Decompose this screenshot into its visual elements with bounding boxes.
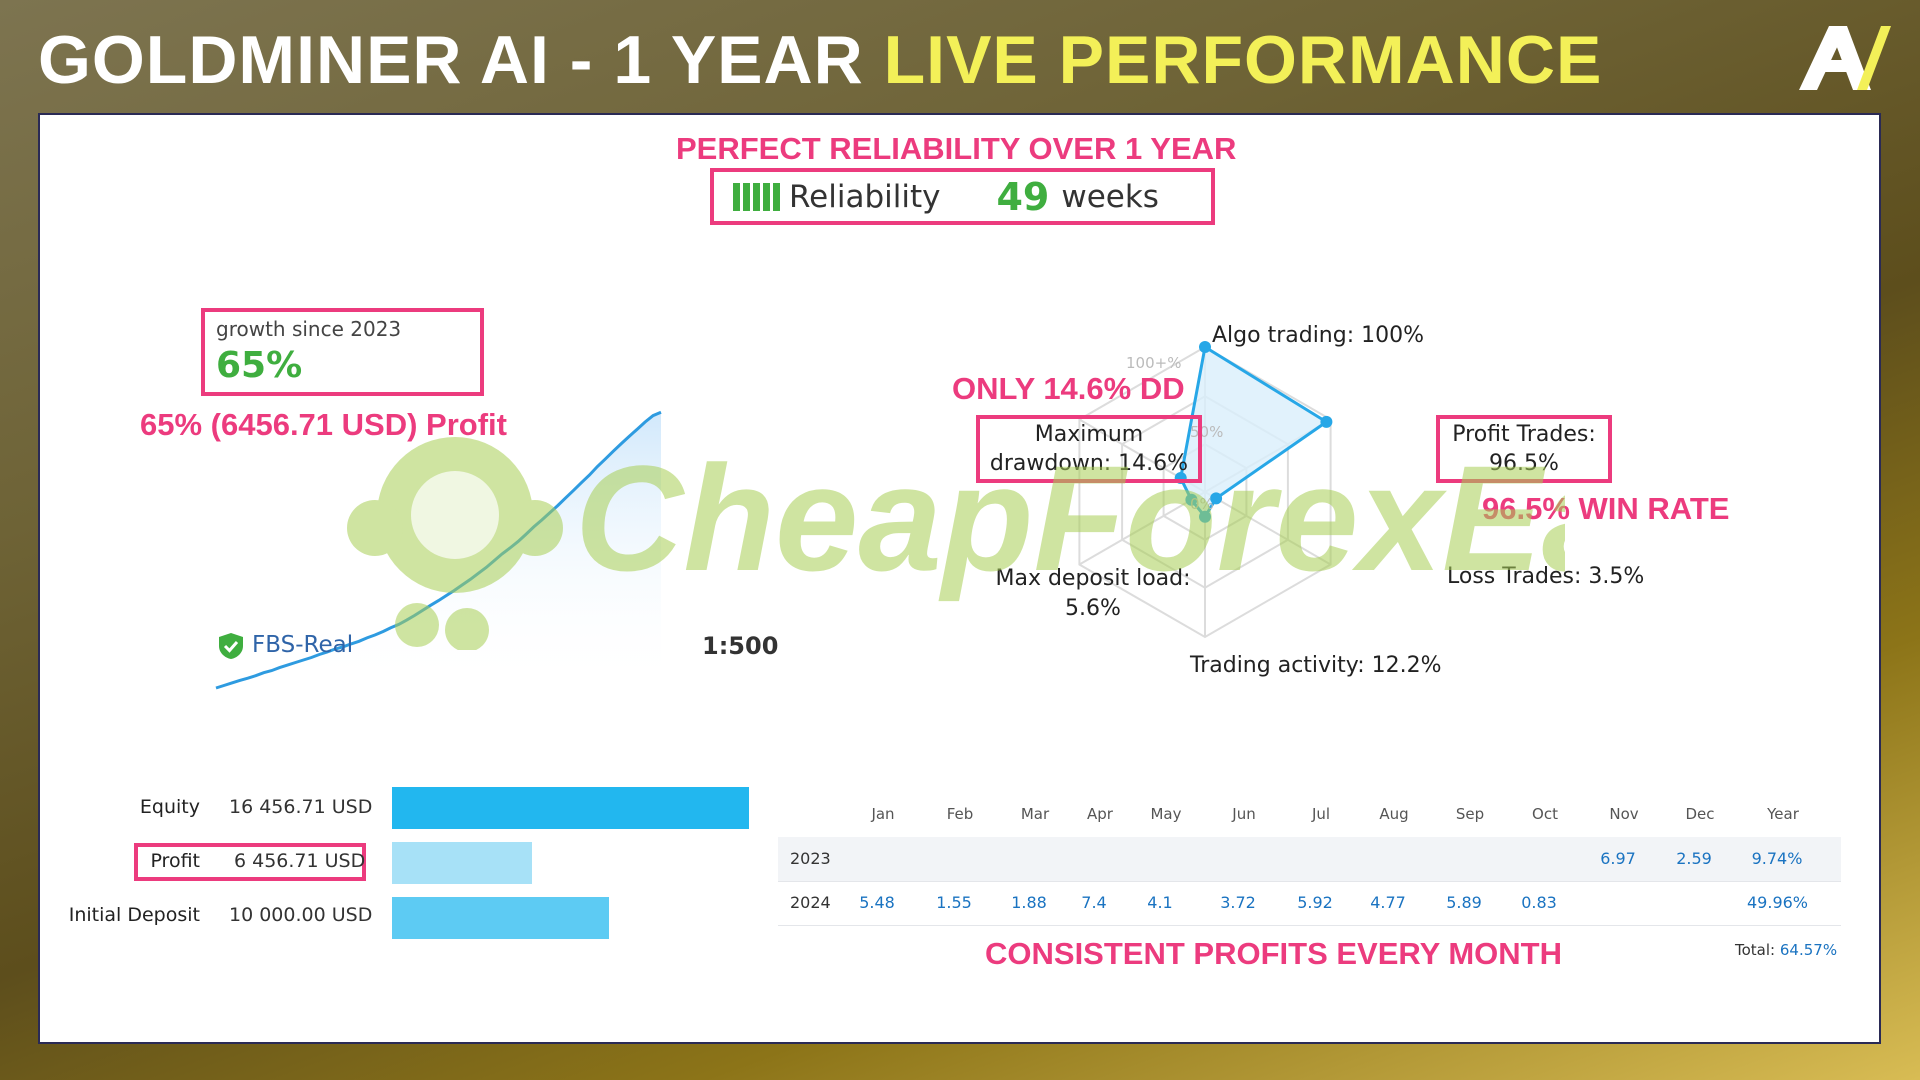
table-header-cell: Sep — [1455, 805, 1485, 823]
max-deposit-line1: Max deposit load: — [995, 566, 1191, 591]
radar-point — [1199, 510, 1211, 523]
title-yellow: LIVE PERFORMANCE — [883, 22, 1603, 98]
profit-trades-line2: 96.5% — [1489, 451, 1559, 476]
main-panel: PERFECT RELIABILITY OVER 1 YEAR Reliabil… — [38, 113, 1881, 1044]
table-header-cell: Mar — [1020, 805, 1050, 823]
radar-point — [1210, 492, 1223, 505]
page-title: GOLDMINER AI - 1 YEAR LIVE PERFORMANCE — [38, 22, 1602, 98]
total-row: Total: 64.57% — [1735, 941, 1837, 959]
table-cell: 4.77 — [1370, 893, 1406, 912]
radar-label-algo: Algo trading: 100% — [1212, 323, 1425, 348]
table-header-cell: Jun — [1232, 805, 1256, 823]
reliability-box — [710, 168, 1215, 225]
radar-point — [1199, 341, 1211, 353]
table-header-cell: Jan — [871, 805, 895, 823]
growth-line — [215, 410, 662, 690]
deposit-label: Initial Deposit — [68, 904, 200, 926]
radar-label-max-deposit: Max deposit load: 5.6% — [958, 564, 1228, 624]
title-white: GOLDMINER AI - 1 YEAR — [38, 22, 884, 98]
radar-chart — [1078, 341, 1333, 639]
table-cell: 1.55 — [936, 893, 972, 912]
reliability-weeks-value: 49 — [996, 175, 1050, 219]
leverage: 1:500 — [702, 632, 779, 660]
growth-value: 65% — [216, 345, 303, 386]
total-value: 64.57% — [1779, 941, 1838, 959]
table-header-cell: Year — [1767, 805, 1799, 823]
deposit-value: 10 000.00 USD — [229, 904, 373, 926]
table-header-cell: Oct — [1532, 805, 1558, 823]
deposit-bar — [392, 897, 609, 939]
max-dd-line2: drawdown: 14.6% — [989, 451, 1189, 476]
table-cell: 1.88 — [1011, 893, 1047, 912]
table-cell: 0.83 — [1521, 893, 1557, 912]
table-row-year: 2024 — [790, 893, 831, 912]
radar-scale-0: 0% — [1190, 495, 1214, 513]
table-row-divider — [778, 925, 1841, 926]
profit-bar — [392, 842, 532, 884]
radar-label-profit-trades: Profit Trades: 96.5% — [1440, 420, 1608, 478]
table-cell: 5.48 — [859, 893, 895, 912]
profit-label: Profit — [150, 850, 200, 872]
table-cell: 5.92 — [1297, 893, 1333, 912]
table-row-year: 2023 — [790, 849, 831, 868]
max-dd-box — [976, 415, 1202, 483]
table-header-cell: Aug — [1379, 805, 1409, 823]
radar-label-trading-activity: Trading activity: 12.2% — [1190, 653, 1442, 678]
equity-bar — [392, 787, 749, 829]
table-cell: 4.1 — [1147, 893, 1173, 912]
reliability-widget: Reliability 49 weeks — [733, 175, 1159, 219]
profit-value: 6 456.71 USD — [234, 850, 366, 872]
max-deposit-line2: 5.6% — [1065, 596, 1121, 621]
table-cell: 2.59 — [1676, 849, 1712, 868]
reliability-label: Reliability — [789, 179, 941, 215]
monthly-caption: CONSISTENT PROFITS EVERY MONTH — [985, 936, 1562, 971]
total-label: Total: — [1735, 941, 1776, 959]
table-cell: 5.89 — [1446, 893, 1482, 912]
profit-trades-box — [1436, 415, 1612, 483]
radar-spoke — [1078, 491, 1206, 566]
growth-area — [216, 412, 661, 688]
growth-chart — [215, 410, 662, 690]
radar-point — [1185, 493, 1198, 506]
broker-name: FBS-Real — [252, 632, 354, 658]
table-cell: 7.4 — [1081, 893, 1107, 912]
reliability-bars-icon — [733, 183, 783, 211]
equity-label: Equity — [139, 796, 200, 818]
table-header-cell: Feb — [946, 805, 974, 823]
table-cell: 49.96% — [1747, 893, 1809, 912]
winrate-caption: 96.5% WIN RATE — [1482, 491, 1730, 526]
table-header-cell: Apr — [1087, 805, 1113, 823]
equity-value: 16 456.71 USD — [229, 796, 373, 818]
table-row-divider — [778, 881, 1841, 882]
table-header-cell: Dec — [1685, 805, 1715, 823]
monthly-returns-table: Jan Feb Mar Apr May Jun Jul Aug Sep Oct Nov Dec Year… — [778, 805, 1883, 965]
table-header-cell: Nov — [1609, 805, 1639, 823]
verified-shield-icon — [219, 633, 243, 659]
dd-caption: ONLY 14.6% DD — [952, 371, 1185, 406]
reliability-caption: PERFECT RELIABILITY OVER 1 YEAR — [676, 131, 1237, 166]
profit-caption: 65% (6456.71 USD) Profit — [140, 407, 507, 442]
profit-stat-box — [134, 843, 366, 881]
radar-point — [1320, 415, 1333, 428]
table-cell: 9.74% — [1751, 849, 1803, 868]
growth-box — [201, 308, 484, 396]
table-row-bg — [778, 837, 1841, 881]
max-dd-line1: Maximum — [1034, 422, 1144, 447]
radar-label-max-dd: Maximum drawdown: 14.6% — [980, 420, 1198, 478]
table-cell: 6.97 — [1600, 849, 1636, 868]
profit-trades-line1: Profit Trades: — [1452, 422, 1596, 447]
table-header-cell: Jul — [1311, 805, 1331, 823]
table-cell: 3.72 — [1220, 893, 1256, 912]
brand-logo-icon — [1799, 26, 1891, 90]
table-header-cell: May — [1150, 805, 1182, 823]
growth-label: growth since 2023 — [216, 317, 402, 341]
radar-label-loss-trades: Loss Trades: 3.5% — [1447, 564, 1645, 589]
radar-scale-100: 100+% — [1126, 354, 1182, 372]
reliability-weeks-unit: weeks — [1061, 179, 1159, 215]
radar-spoke — [1204, 491, 1332, 566]
